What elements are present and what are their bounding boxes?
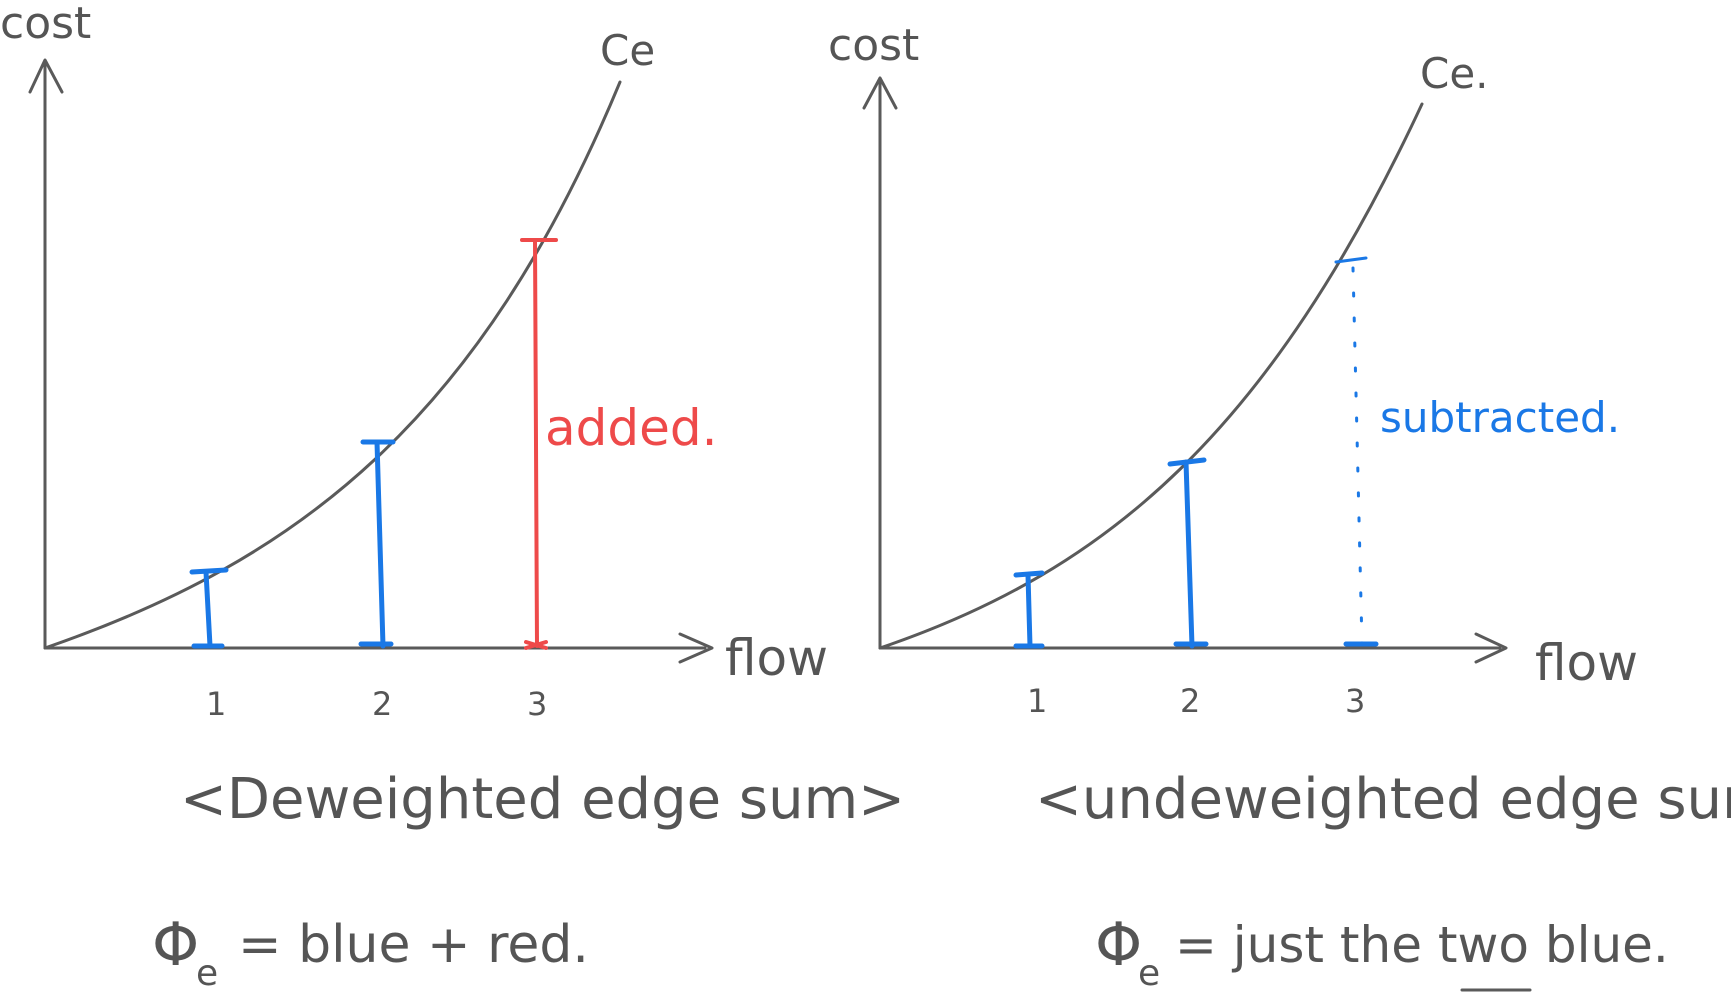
left-formula: Φ e = blue + red. (152, 910, 589, 994)
right-diagram: cost Ce. flow 1 2 3 subtracted. <undewei… (828, 20, 1731, 994)
right-blue-segment-2 (1167, 457, 1209, 649)
left-x-axis-arrowhead (678, 632, 714, 664)
left-y-axis-arrowhead (28, 58, 64, 94)
left-tick-1: 1 (206, 685, 226, 723)
right-phi-symbol: Φ (1095, 910, 1142, 980)
left-annotation-added: added. (545, 399, 718, 457)
left-phi-symbol: Φ (152, 910, 199, 980)
right-blue-segment-1 (1013, 570, 1045, 649)
right-x-axis-label: flow (1535, 634, 1638, 692)
left-tick-3: 3 (527, 685, 547, 723)
left-diagram: cost Ce flow 1 2 3 added. <Deweighted ed… (0, 0, 905, 994)
right-formula-text: = just the two blue. (1175, 916, 1669, 974)
right-cost-curve (878, 102, 1424, 650)
left-blue-segment-1 (189, 567, 229, 649)
right-x-axis-arrowhead (1474, 632, 1508, 664)
left-tick-2: 2 (372, 685, 392, 723)
left-x-axis-label: flow (725, 629, 828, 687)
left-diagram-title: <Deweighted edge sum> (180, 767, 905, 832)
right-diagram-title: <undeweighted edge sum>. (1035, 767, 1731, 832)
right-y-axis-label: cost (828, 20, 919, 71)
right-y-axis-arrowhead (862, 76, 898, 110)
right-tick-2: 2 (1180, 682, 1200, 720)
right-phi-subscript: e (1138, 953, 1160, 994)
right-tick-1: 1 (1027, 682, 1047, 720)
right-curve-label: Ce. (1420, 49, 1489, 98)
left-blue-segment-2 (358, 439, 396, 649)
left-formula-text: = blue + red. (238, 915, 589, 975)
right-dashed-segment (1334, 256, 1379, 647)
right-annotation-subtracted: subtracted. (1380, 393, 1620, 442)
left-curve-label: Ce (600, 26, 655, 75)
left-red-segment (520, 238, 558, 650)
right-formula: Φ e = just the two blue. (1095, 910, 1669, 994)
right-tick-3: 3 (1345, 682, 1365, 720)
left-y-axis-label: cost (0, 0, 91, 49)
left-phi-subscript: e (196, 953, 218, 994)
